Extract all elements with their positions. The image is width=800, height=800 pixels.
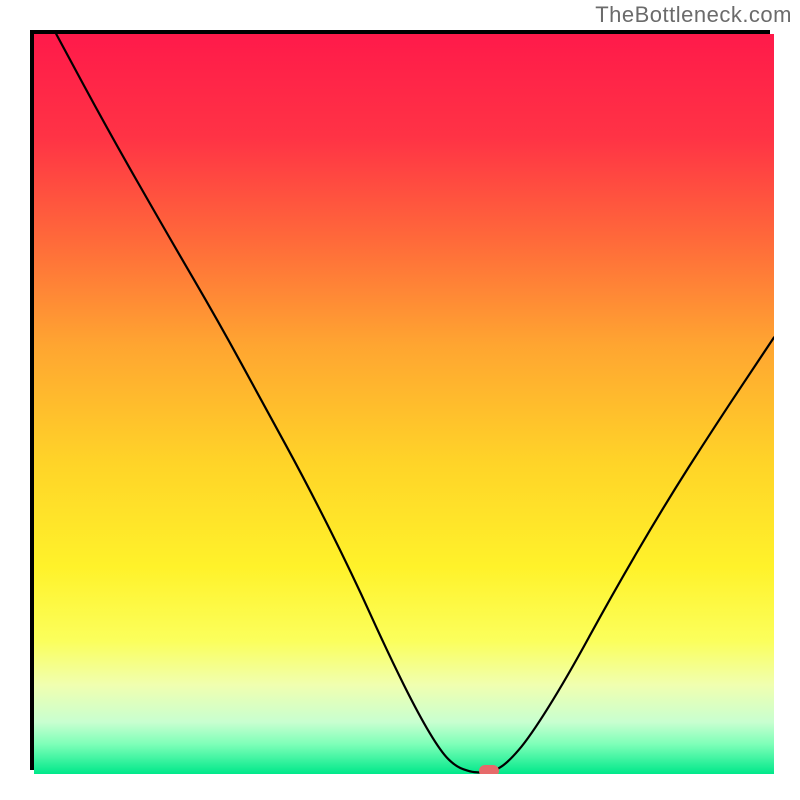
plot-frame xyxy=(30,30,770,770)
watermark-label: TheBottleneck.com xyxy=(595,2,792,28)
optimum-marker xyxy=(479,765,499,774)
plot-area xyxy=(34,34,774,774)
curve-layer xyxy=(34,34,774,774)
chart-container: TheBottleneck.com xyxy=(0,0,800,800)
bottleneck-curve xyxy=(56,34,774,773)
